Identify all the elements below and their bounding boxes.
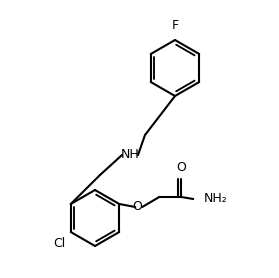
Text: NH₂: NH₂ [204, 192, 228, 205]
Text: O: O [132, 200, 142, 214]
Text: NH: NH [121, 148, 140, 162]
Text: Cl: Cl [54, 237, 66, 250]
Text: O: O [176, 161, 186, 174]
Text: F: F [171, 19, 179, 32]
